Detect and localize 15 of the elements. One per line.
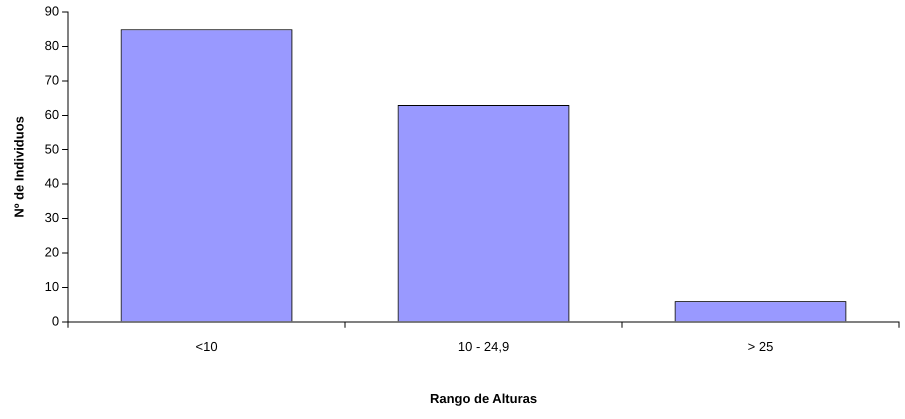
y-tick-label: 50 — [44, 141, 60, 156]
y-tick-label: 60 — [44, 106, 60, 122]
x-tick-label: <10 — [196, 339, 218, 354]
y-tick-label: 40 — [44, 176, 60, 191]
y-axis-title: Nº de Individuos — [11, 116, 26, 218]
x-axis-title: Rango de Alturas — [430, 390, 538, 406]
x-tick-label: > 25 — [748, 339, 774, 354]
y-tick-label: 90 — [44, 4, 60, 19]
y-tick-label: 10 — [44, 278, 60, 294]
x-tick-label: 10 - 24,9 — [458, 339, 510, 354]
y-tick-label: 30 — [44, 210, 60, 226]
y-tick-label: 20 — [44, 244, 60, 260]
y-tick-label: 70 — [44, 72, 60, 88]
y-tick-label: 80 — [44, 38, 60, 53]
y-tick-label: 0 — [52, 313, 60, 328]
